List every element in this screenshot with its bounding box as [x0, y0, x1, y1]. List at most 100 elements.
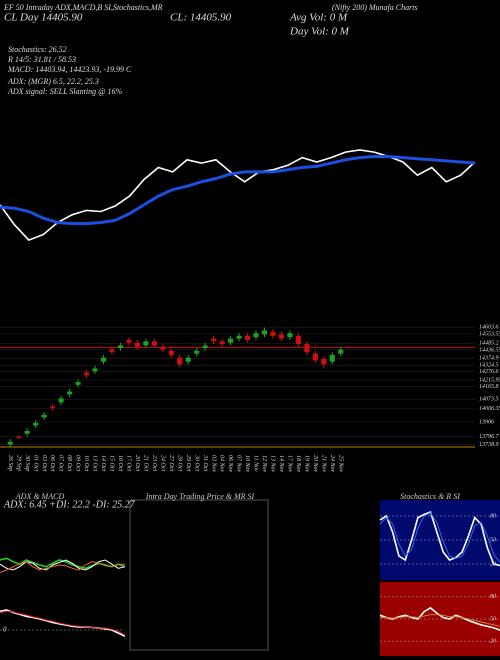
- x-tick-label: 29 Oct: [185, 455, 191, 471]
- x-tick-label: 20 Oct: [134, 455, 140, 471]
- x-tick-label: 26 Sep: [7, 455, 13, 471]
- panel-title: Stochastics & R SI: [400, 492, 460, 501]
- series-line: [379, 512, 500, 563]
- x-tick-label: 13 Nov: [270, 455, 276, 473]
- x-tick-label: 24 Oct: [159, 455, 166, 471]
- panel-title: Intra Day Trading Price & MR SI: [145, 492, 255, 501]
- x-tick-label: 16 Oct: [117, 455, 123, 471]
- x-tick-label: 19 Nov: [303, 455, 309, 473]
- y-tick-label: 80: [490, 513, 496, 519]
- candle-body: [109, 349, 115, 353]
- x-tick-label: 30 Oct: [193, 454, 199, 471]
- y-tick-label: 14553.55: [479, 330, 500, 337]
- adx-info: ADX: (MGR) 6.5, 22.2, 25.3: [7, 77, 99, 86]
- x-tick-label: 07 Oct: [58, 455, 64, 471]
- y-tick-label: 14436.55: [479, 346, 500, 353]
- x-tick-label: 08 Oct: [66, 455, 72, 471]
- candle-body: [168, 350, 174, 355]
- y-tick-label: 14374.9: [479, 355, 499, 362]
- series-line: [380, 614, 500, 627]
- x-tick-label: 13 Oct: [92, 455, 98, 471]
- x-tick-label: 27 Oct: [168, 455, 174, 471]
- header-title-right: (Nifty 200) Munafa Charts: [332, 3, 418, 12]
- header-title: EF 50 Intraday ADX,MACD,B SI,Stochastics…: [3, 3, 163, 12]
- candle-body: [83, 372, 90, 376]
- y-tick-label: 14165.8: [479, 383, 499, 390]
- candle-body: [236, 335, 242, 339]
- stoch-info: Stochastics: 26.52: [8, 45, 67, 54]
- x-tick-label: 11 Nov: [253, 455, 259, 472]
- candle-body: [228, 338, 234, 343]
- x-tick-label: 01 Oct: [32, 455, 38, 471]
- candle-body: [117, 345, 123, 349]
- candle-body: [287, 333, 293, 338]
- x-tick-label: 21 Nov: [320, 455, 326, 473]
- candle-body: [143, 341, 149, 346]
- candle-body: [244, 335, 251, 340]
- candle-body: [219, 341, 225, 345]
- candle-body: [202, 345, 208, 349]
- candle-body: [160, 346, 166, 350]
- x-tick-label: 31 Oct: [202, 454, 208, 471]
- y-tick-label: 13738.9: [479, 442, 499, 448]
- series-line: [0, 610, 126, 636]
- candle-body: [194, 350, 200, 354]
- candle-body: [7, 441, 13, 445]
- candle-body: [24, 430, 30, 434]
- header-close: CL Day 14405.90: [4, 12, 83, 24]
- candle-body: [50, 406, 56, 408]
- candle-body: [278, 334, 284, 339]
- candle-body: [312, 353, 318, 361]
- y-tick-label: 80: [490, 594, 496, 600]
- candle-body: [100, 357, 107, 362]
- x-tick-label: 23 Oct: [151, 455, 157, 471]
- x-tick-label: 25 Nov: [337, 455, 343, 473]
- y-tick-label: 14006.35: [479, 405, 500, 412]
- x-tick-label: 17 Oct: [126, 455, 132, 471]
- candle-body: [33, 422, 39, 426]
- candle-body: [41, 414, 47, 418]
- candle-body: [185, 357, 191, 362]
- candle-body: [304, 344, 310, 353]
- candle-body: [126, 339, 132, 343]
- candle-body: [58, 398, 64, 403]
- candle-body: [253, 333, 259, 338]
- macd-info: MACD: 14403.94, 14423.93, -19.99 C: [7, 65, 132, 74]
- x-tick-label: 24 Nov: [329, 455, 336, 473]
- candle-body: [211, 338, 217, 342]
- x-tick-label: 21 Oct: [142, 455, 148, 471]
- series-line: [0, 155, 476, 226]
- x-tick-label: 04 Nov: [219, 455, 226, 473]
- candle-body: [261, 330, 268, 335]
- x-tick-label: 15 Oct: [109, 455, 115, 471]
- y-tick-label: 50: [490, 616, 496, 622]
- adx-signal: ADX signal: SELL Slanting @ 16%: [7, 87, 122, 96]
- candle-body: [75, 382, 81, 385]
- candle-body: [16, 436, 22, 438]
- candle-body: [67, 391, 73, 395]
- x-tick-label: 30 Sep: [24, 454, 30, 471]
- y-tick-label: 13906: [479, 419, 494, 425]
- panel-subtitle: ADX: 6.45 +DI: 22.2 -DI: 25.27: [3, 499, 136, 510]
- x-tick-label: 28 Oct: [176, 455, 182, 471]
- x-tick-label: 14 Nov: [278, 455, 285, 473]
- panel-title: ADX & MACD: [15, 492, 65, 501]
- day-vol: Day Vol: 0 M: [289, 26, 350, 38]
- candle-body: [134, 342, 140, 347]
- y-tick-label: 0: [3, 626, 7, 634]
- x-tick-label: 29 Sep: [15, 455, 21, 471]
- y-tick-label: 14324.5: [479, 362, 499, 369]
- close: CL: 14405.90: [170, 12, 232, 24]
- series-line: [0, 559, 126, 571]
- series-line: [0, 609, 126, 638]
- candle-body: [270, 331, 276, 336]
- x-tick-label: 20 Nov: [312, 455, 318, 473]
- y-tick-label: 20: [490, 639, 496, 645]
- y-tick-label: 13796.7: [479, 434, 500, 440]
- x-tick-label: 09 Oct: [75, 455, 81, 471]
- x-tick-label: 12 Nov: [261, 455, 267, 473]
- x-tick-label: 06 Nov: [227, 455, 233, 473]
- candle-body: [151, 341, 157, 346]
